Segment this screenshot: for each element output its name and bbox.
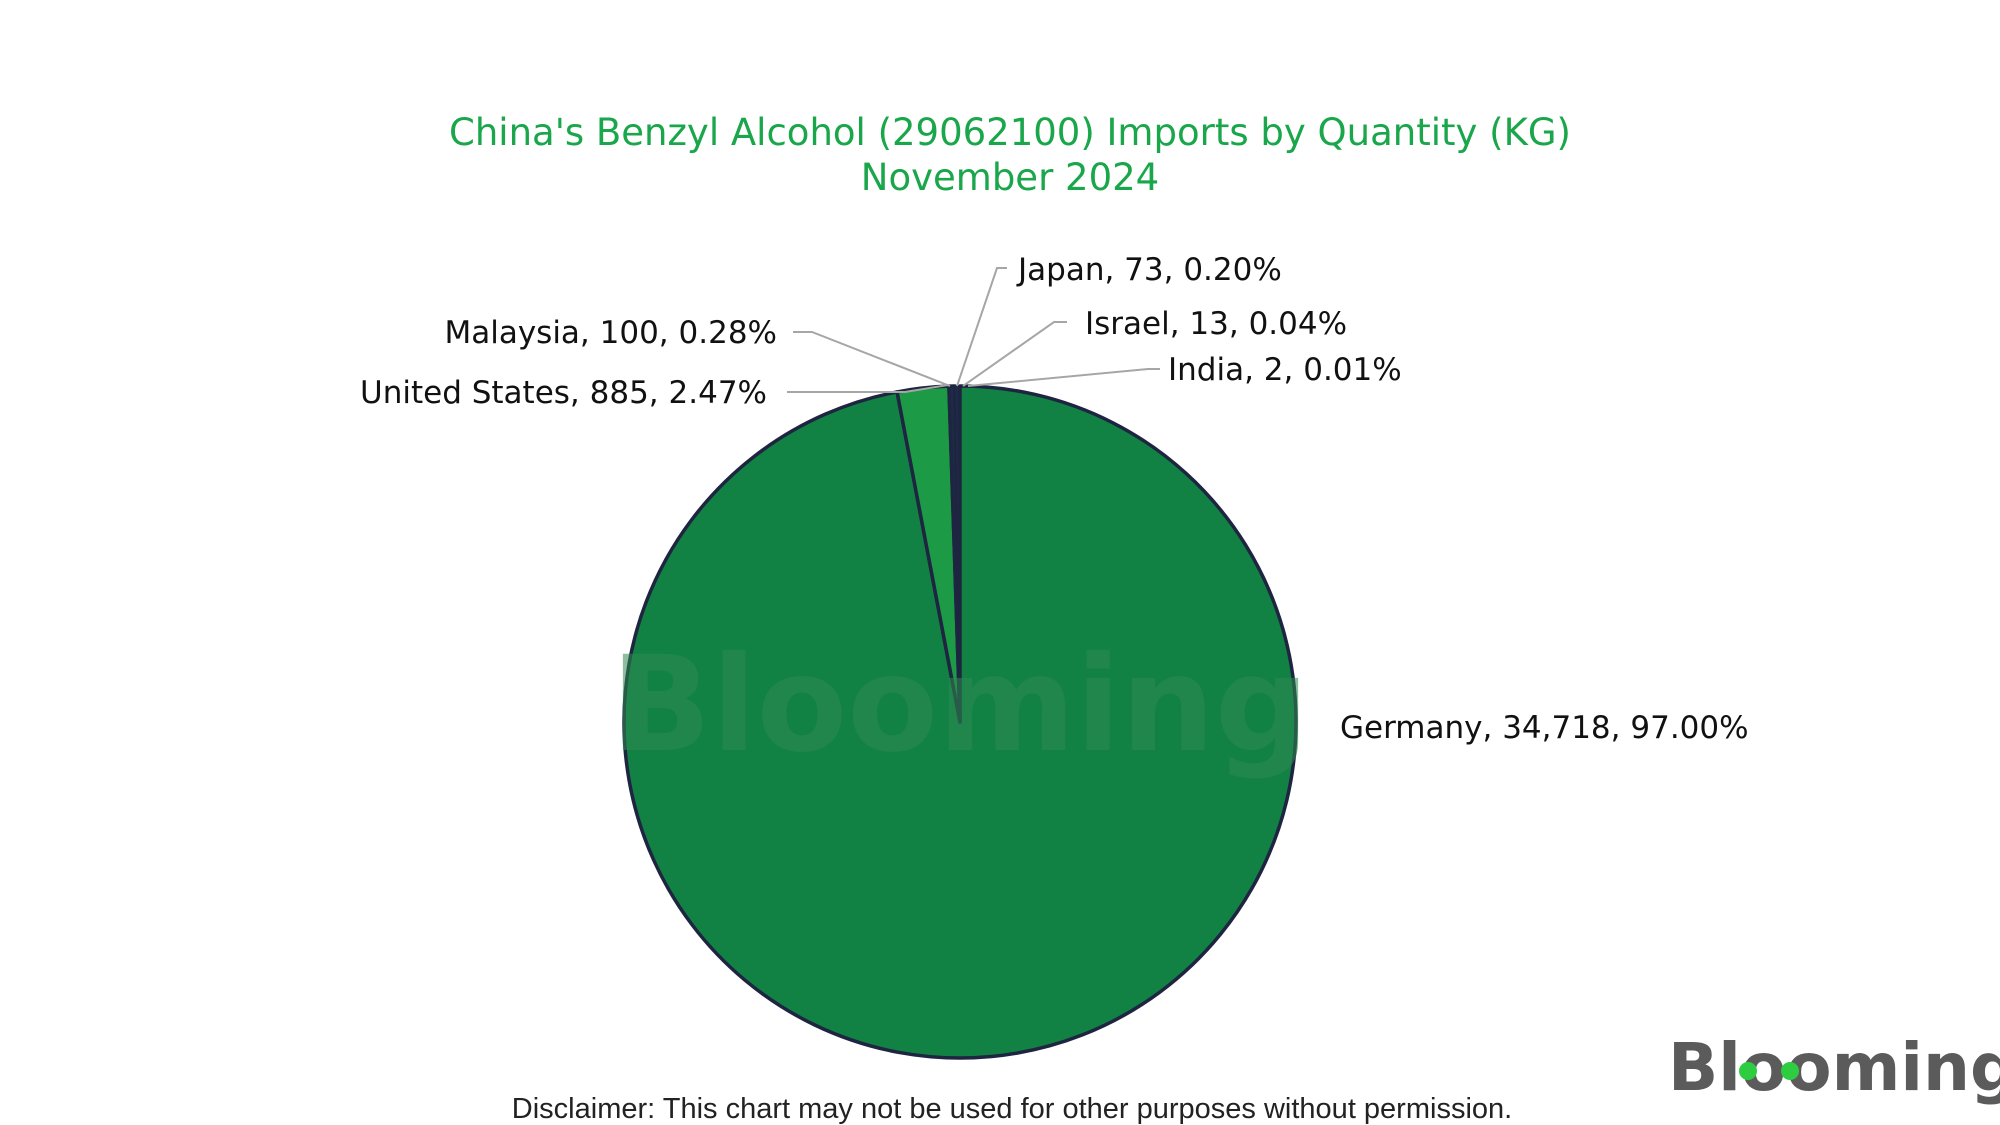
data-label-israel: Israel, 13, 0.04% — [1085, 306, 1347, 342]
disclaimer: Disclaimer: This chart may not be used f… — [512, 1093, 1512, 1125]
watermark-text: Blooming — [611, 628, 1309, 782]
leader-line-india — [967, 368, 1160, 387]
logo-eye-left-icon — [1739, 1062, 1757, 1080]
chart-subtitle: November 2024 — [861, 156, 1159, 199]
logo-eye-right-icon — [1781, 1062, 1799, 1080]
leader-line-malaysia — [793, 331, 951, 387]
data-label-japan: Japan, 73, 0.20% — [1016, 252, 1282, 288]
pie-slices — [622, 384, 1298, 1060]
logo-text: Blooming — [1668, 1029, 2000, 1106]
leader-line-united-states — [787, 384, 949, 393]
data-label-india: India, 2, 0.01% — [1168, 352, 1402, 388]
slice-labels: Germany, 34,718, 97.00% United States, 88… — [360, 252, 1749, 746]
data-label-germany: Germany, 34,718, 97.00% — [1340, 710, 1749, 746]
data-label-malaysia: Malaysia, 100, 0.28% — [444, 315, 777, 351]
leader-lines — [787, 267, 1160, 393]
brand-logo: Blooming — [1668, 1029, 2000, 1106]
chart-title: China's Benzyl Alcohol (29062100) Import… — [449, 111, 1571, 154]
leader-line-japan — [956, 267, 1007, 387]
leader-line-israel — [962, 321, 1067, 387]
data-label-united-states: United States, 885, 2.47% — [360, 375, 767, 411]
